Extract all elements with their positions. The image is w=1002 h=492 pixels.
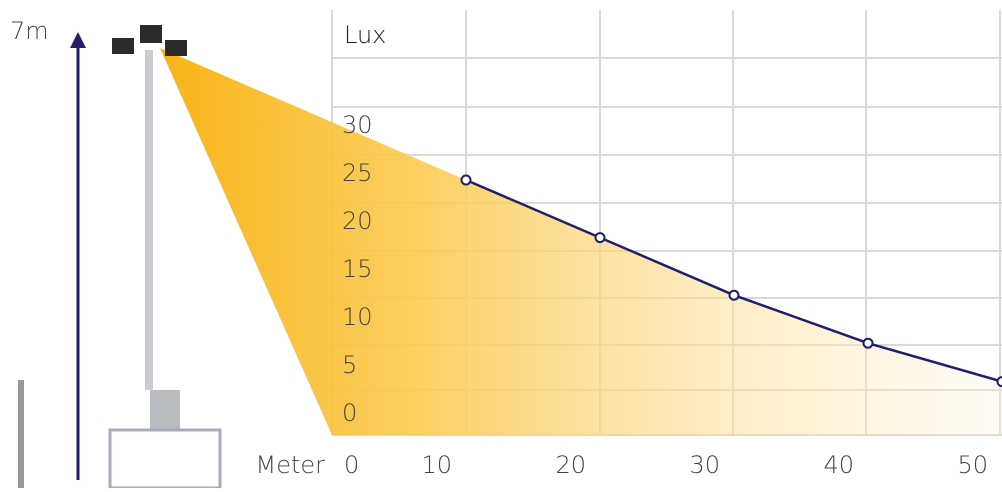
lux-point: [462, 176, 471, 185]
lux-point: [998, 377, 1002, 386]
lux-point: [864, 339, 873, 348]
x-axis-label: Meter: [255, 451, 325, 479]
x-tick-label: 50: [957, 451, 988, 479]
y-tick-label: 30: [342, 111, 373, 139]
x-tick-label: 40: [823, 451, 854, 479]
x-tick-label: 20: [555, 451, 586, 479]
y-tick-label: 5: [342, 351, 357, 379]
y-tick-label: 10: [342, 303, 373, 331]
x-tick-label: 30: [689, 451, 720, 479]
y-tick-label: 20: [342, 207, 373, 235]
y-tick-label: 15: [342, 255, 373, 283]
lux-point: [596, 233, 605, 242]
y-axis-label: Lux: [344, 21, 386, 49]
lux-point: [730, 291, 739, 300]
x-tick-label: 10: [421, 451, 452, 479]
y-tick-label: 0: [342, 399, 357, 427]
y-tick-label: 25: [342, 159, 373, 187]
x-tick-label: 0: [344, 451, 359, 479]
height-label: 7m: [10, 17, 49, 45]
